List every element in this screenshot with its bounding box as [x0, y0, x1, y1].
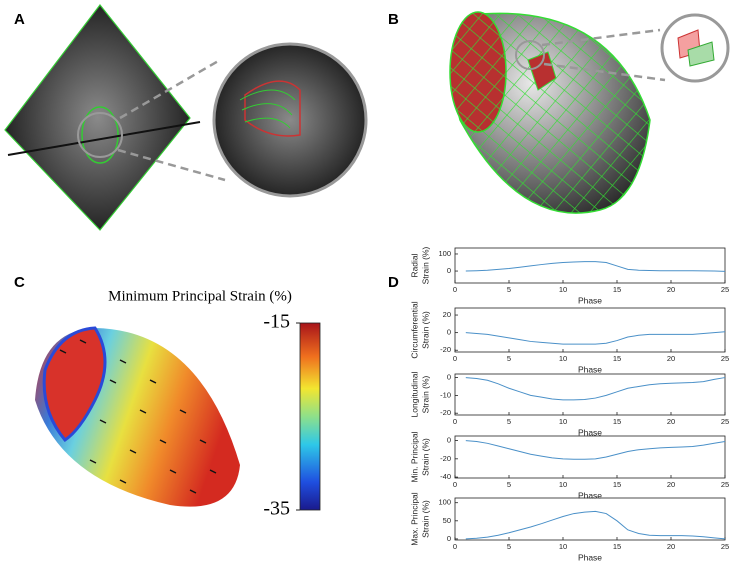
x-tick-label: 15	[613, 354, 621, 363]
y-axis-label: Radial	[409, 253, 419, 277]
y-tick-label: 0	[447, 328, 451, 337]
y-tick-label: -20	[440, 345, 451, 354]
x-axis-label: Phase	[578, 427, 602, 437]
x-tick-label: 10	[559, 354, 567, 363]
x-tick-label: 25	[721, 354, 729, 363]
y-axis-label: Strain (%)	[420, 438, 430, 476]
panel-label: D	[388, 274, 399, 291]
x-axis-label: Phase	[578, 552, 602, 562]
y-tick-label: 0	[447, 436, 451, 445]
x-tick-label: 10	[559, 417, 567, 426]
x-axis-label: Phase	[578, 364, 602, 374]
axes-box	[454, 373, 726, 416]
y-axis-label: Min. Principal	[409, 431, 419, 482]
y-tick-label: 20	[443, 310, 451, 319]
y-tick-label: 0	[447, 266, 451, 275]
y-axis-label: Strain (%)	[420, 311, 430, 349]
y-tick-label: 50	[443, 516, 451, 525]
line-series	[465, 331, 726, 345]
x-axis-label: Phase	[578, 295, 602, 305]
axes-box	[454, 497, 726, 541]
x-tick-label: 15	[613, 480, 621, 489]
axes-box	[454, 307, 726, 353]
x-tick-label: 15	[613, 542, 621, 551]
y-axis-label: Longitudinal	[409, 371, 419, 417]
y-axis-label: Strain (%)	[420, 500, 430, 538]
y-tick-label: 100	[438, 249, 451, 258]
x-tick-label: 5	[507, 285, 511, 294]
x-tick-label: 25	[721, 417, 729, 426]
panel-label: A	[14, 11, 25, 28]
y-axis-label: Circumferential	[409, 301, 419, 358]
x-tick-label: 0	[453, 417, 457, 426]
y-tick-label: 0	[447, 373, 451, 382]
x-axis-label: Phase	[578, 490, 602, 500]
y-axis-label: Strain (%)	[420, 246, 430, 284]
y-tick-label: 100	[438, 498, 451, 507]
x-tick-label: 0	[453, 542, 457, 551]
colorbar-tick-label: -35	[263, 498, 290, 520]
colorbar-tick-label: -15	[263, 311, 290, 333]
x-tick-label: 20	[667, 417, 675, 426]
y-tick-label: -20	[440, 408, 451, 417]
x-tick-label: 0	[453, 480, 457, 489]
x-tick-label: 5	[507, 542, 511, 551]
x-tick-label: 5	[507, 480, 511, 489]
y-tick-label: -10	[440, 390, 451, 399]
colorbar	[299, 322, 321, 511]
line-series	[465, 440, 726, 460]
y-tick-label: -20	[440, 454, 451, 463]
x-tick-label: 20	[667, 542, 675, 551]
x-tick-label: 20	[667, 480, 675, 489]
mri-image	[4, 4, 368, 231]
y-axis-label: Max. Principal	[409, 492, 419, 545]
panel-label: C	[14, 274, 25, 291]
x-tick-label: 0	[453, 354, 457, 363]
axes-box	[454, 435, 726, 479]
y-tick-label: 0	[447, 534, 451, 543]
x-tick-label: 20	[667, 354, 675, 363]
x-tick-label: 0	[453, 285, 457, 294]
x-tick-label: 15	[613, 285, 621, 294]
line-series	[465, 377, 726, 401]
x-tick-label: 5	[507, 354, 511, 363]
x-tick-label: 15	[613, 417, 621, 426]
x-tick-label: 10	[559, 542, 567, 551]
x-tick-label: 5	[507, 417, 511, 426]
colorbar-title: Minimum Principal Strain (%)	[108, 288, 292, 304]
x-tick-label: 10	[559, 285, 567, 294]
x-tick-label: 25	[721, 480, 729, 489]
x-tick-label: 10	[559, 480, 567, 489]
y-tick-label: -40	[440, 472, 451, 481]
line-series	[465, 510, 726, 540]
x-tick-label: 25	[721, 285, 729, 294]
strain-map	[35, 326, 240, 507]
line-series	[465, 261, 726, 272]
panel-label: B	[388, 11, 399, 28]
x-tick-label: 25	[721, 542, 729, 551]
axes-box	[454, 247, 726, 284]
y-axis-label: Strain (%)	[420, 375, 430, 413]
x-tick-label: 20	[667, 285, 675, 294]
mesh-model	[449, 11, 730, 214]
